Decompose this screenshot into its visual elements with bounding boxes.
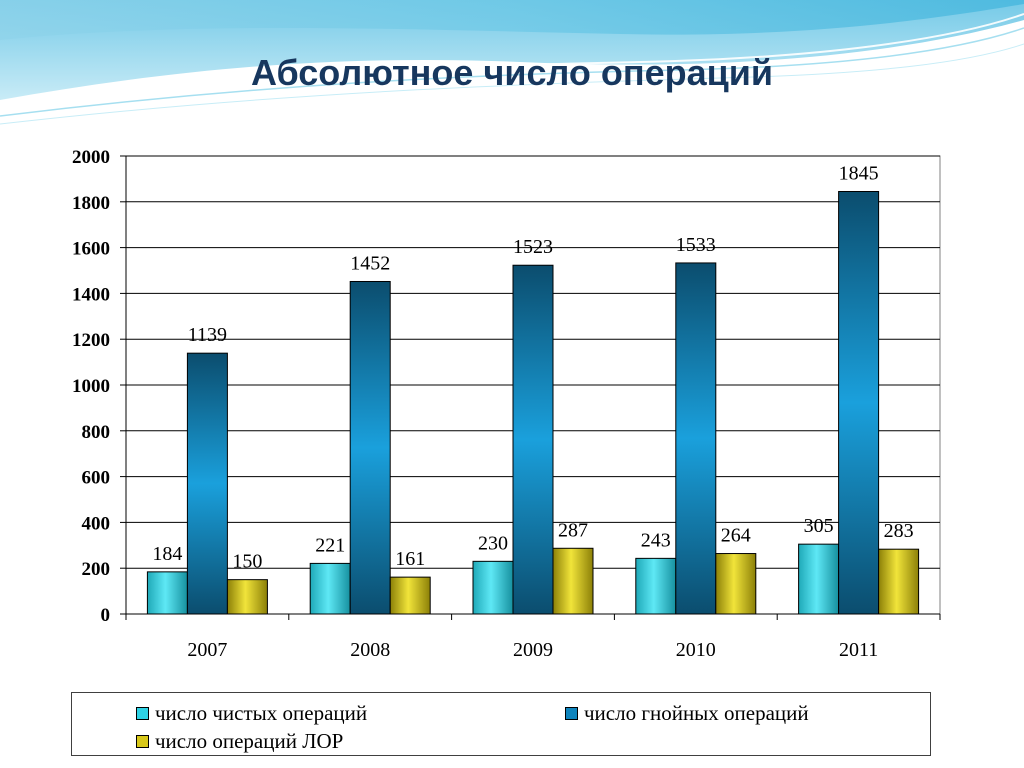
bar-purulent-2008 — [349, 280, 391, 615]
bar-chart: 0 200 400 600 800 1000 1200 1400 1600 1800 2000 184… — [72, 147, 941, 661]
data-label-ent-2010: 264 — [721, 525, 751, 547]
data-label-purulent-2011: 1845 — [839, 162, 879, 184]
y-tick-label: 1800 — [72, 193, 110, 214]
legend-swatch-clean — [136, 707, 149, 720]
data-label-clean-2008: 221 — [315, 534, 345, 556]
x-category-label: 2007 — [187, 639, 227, 661]
bar-purulent-2010 — [675, 262, 717, 615]
data-label-purulent-2007: 1139 — [188, 324, 227, 346]
bar-ent-2009 — [552, 547, 594, 615]
y-tick-label: 1600 — [72, 239, 110, 260]
y-tick-label: 1400 — [72, 284, 110, 305]
legend-item-ent: число операций ЛОР — [136, 729, 343, 754]
bar-purulent-2009 — [512, 264, 554, 615]
data-label-purulent-2008: 1452 — [350, 252, 390, 274]
data-label-clean-2011: 305 — [804, 515, 834, 537]
data-label-purulent-2010: 1533 — [676, 234, 716, 256]
legend: число чистых операций число гнойных опер… — [71, 692, 931, 756]
bar-purulent-2011 — [838, 190, 880, 615]
y-tick-label: 600 — [82, 468, 111, 489]
data-label-clean-2007: 184 — [152, 543, 182, 565]
y-tick-label: 0 — [101, 605, 111, 626]
y-tick-label: 400 — [82, 513, 111, 534]
x-category-label: 2010 — [676, 639, 716, 661]
bar-clean-2010 — [635, 557, 677, 615]
chart-title: Абсолютное число операций — [250, 52, 774, 93]
bar-ent-2010 — [715, 553, 757, 615]
legend-label-clean: число чистых операций — [155, 701, 368, 725]
bar-ent-2008 — [389, 576, 431, 615]
bar-ent-2011 — [878, 548, 920, 615]
y-tick-label: 1000 — [72, 376, 110, 397]
data-label-clean-2010: 243 — [641, 529, 671, 551]
legend-swatch-ent — [136, 735, 149, 748]
bar-clean-2011 — [798, 543, 840, 615]
bar-ent-2007 — [226, 579, 268, 615]
x-category-label: 2009 — [513, 639, 553, 661]
y-tick-label: 2000 — [72, 147, 110, 168]
plot-area: 0 200 400 600 800 1000 1200 1400 1600 1800 2000 184… — [72, 147, 941, 661]
x-category-label: 2008 — [350, 639, 390, 661]
legend-swatch-purulent — [565, 707, 578, 720]
y-tick-label: 1200 — [72, 330, 110, 351]
y-tick-label: 200 — [82, 559, 111, 580]
data-label-ent-2009: 287 — [558, 519, 588, 541]
x-category-label: 2011 — [839, 639, 878, 661]
data-label-clean-2009: 230 — [478, 532, 508, 554]
data-label-ent-2008: 161 — [395, 548, 425, 570]
bar-clean-2007 — [146, 571, 188, 615]
bar-purulent-2007 — [186, 352, 228, 615]
background-waves — [0, 0, 1024, 125]
data-label-purulent-2009: 1523 — [513, 236, 553, 258]
bar-clean-2008 — [309, 562, 351, 615]
data-label-ent-2007: 150 — [232, 551, 262, 573]
legend-label-ent: число операций ЛОР — [155, 729, 344, 753]
y-tick-label: 800 — [82, 422, 111, 443]
legend-item-purulent: число гнойных операций — [565, 701, 809, 726]
bar-clean-2009 — [472, 560, 514, 615]
legend-item-clean: число чистых операций — [136, 701, 367, 726]
legend-label-purulent: число гнойных операций — [584, 701, 809, 725]
data-label-ent-2011: 283 — [884, 520, 914, 542]
